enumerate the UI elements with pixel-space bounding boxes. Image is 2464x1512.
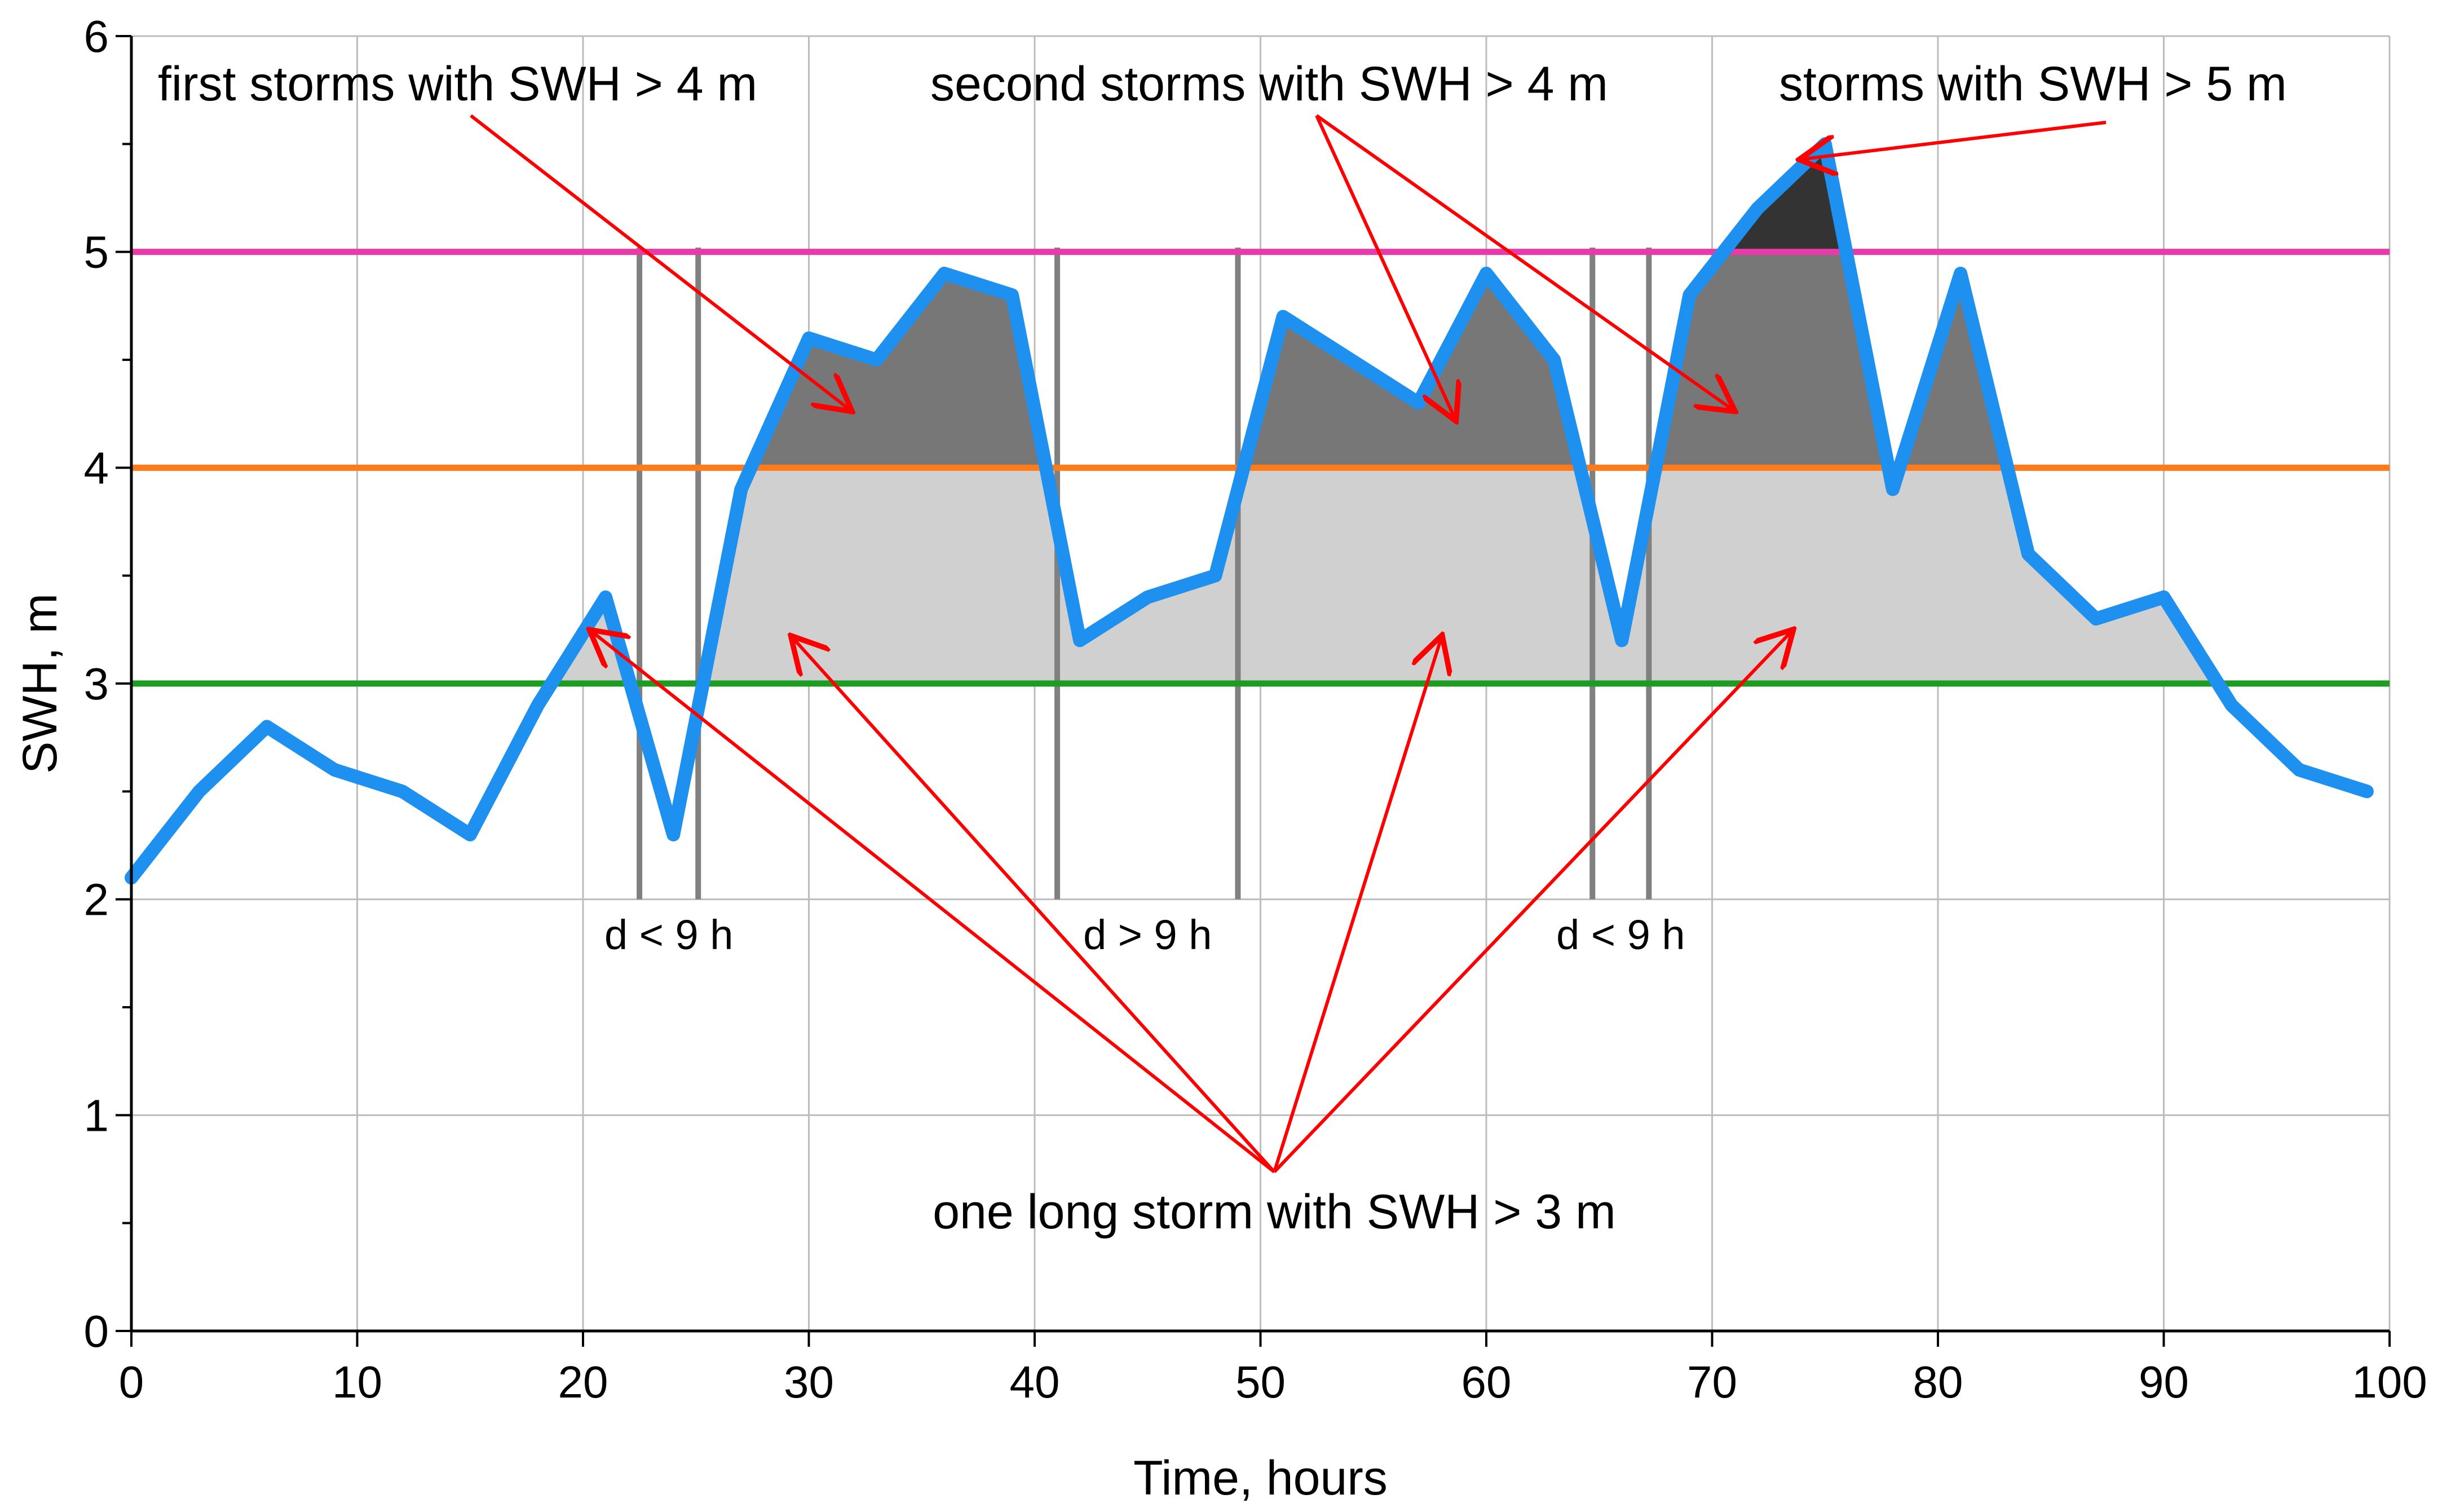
series bbox=[125, 137, 2374, 885]
x-tick-label: 100 bbox=[2352, 1357, 2427, 1407]
y-tick-label: 1 bbox=[84, 1090, 109, 1140]
x-axis-label: Time, hours bbox=[1133, 1451, 1388, 1505]
annotation-arrow bbox=[1803, 121, 2107, 159]
axes bbox=[116, 35, 2391, 1347]
gap-duration-label: d < 9 h bbox=[1556, 911, 1685, 958]
gap-duration-label: d < 9 h bbox=[604, 911, 733, 958]
swh-series-line bbox=[125, 137, 2374, 885]
annotation-text: second storms with SWH > 4 m bbox=[930, 57, 1608, 111]
gap-markers: d < 9 h d > 9 h d < 9 h bbox=[604, 248, 1685, 958]
x-tick-label: 70 bbox=[1687, 1357, 1737, 1407]
annotation-arrow bbox=[1315, 114, 1455, 418]
x-tick-label: 30 bbox=[784, 1357, 834, 1407]
x-tick-label: 90 bbox=[2139, 1357, 2189, 1407]
y-tick-label: 2 bbox=[84, 875, 109, 925]
y-tick-label: 4 bbox=[84, 443, 109, 493]
annotation-arrow bbox=[1315, 114, 1733, 409]
annotation-arrow bbox=[793, 638, 1276, 1174]
x-tick-label: 40 bbox=[1010, 1357, 1060, 1407]
y-tick-label: 3 bbox=[84, 659, 109, 709]
annotation-text: one long storm with SWH > 3 m bbox=[933, 1185, 1616, 1239]
gap-duration-label: d > 9 h bbox=[1083, 911, 1212, 958]
annotations: first storms with SWH > 4 m second storms… bbox=[158, 57, 2287, 1239]
x-tick-label: 10 bbox=[332, 1357, 382, 1407]
x-tick-label: 0 bbox=[119, 1357, 144, 1407]
annotation-text: first storms with SWH > 4 m bbox=[158, 57, 757, 111]
y-tick-label: 0 bbox=[84, 1306, 109, 1356]
x-tick-label: 50 bbox=[1235, 1357, 1286, 1407]
annotation-arrow bbox=[470, 114, 850, 409]
annotation-arrow bbox=[592, 632, 1275, 1174]
y-axis-label: SWH, m bbox=[13, 593, 67, 774]
annotation-text: storms with SWH > 5 m bbox=[1779, 57, 2287, 111]
y-tick-label: 6 bbox=[84, 11, 109, 61]
x-tick-label: 60 bbox=[1461, 1357, 1512, 1407]
annotation-arrow bbox=[1273, 638, 1441, 1172]
x-tick-label: 20 bbox=[558, 1357, 608, 1407]
tick-labels: 0 10 20 30 40 50 60 70 80 90 100 0 1 2 3 4 5 6 bbox=[84, 11, 2427, 1407]
x-tick-label: 80 bbox=[1913, 1357, 1963, 1407]
y-tick-label: 5 bbox=[84, 227, 109, 277]
annotation-arrow bbox=[1273, 632, 1791, 1174]
